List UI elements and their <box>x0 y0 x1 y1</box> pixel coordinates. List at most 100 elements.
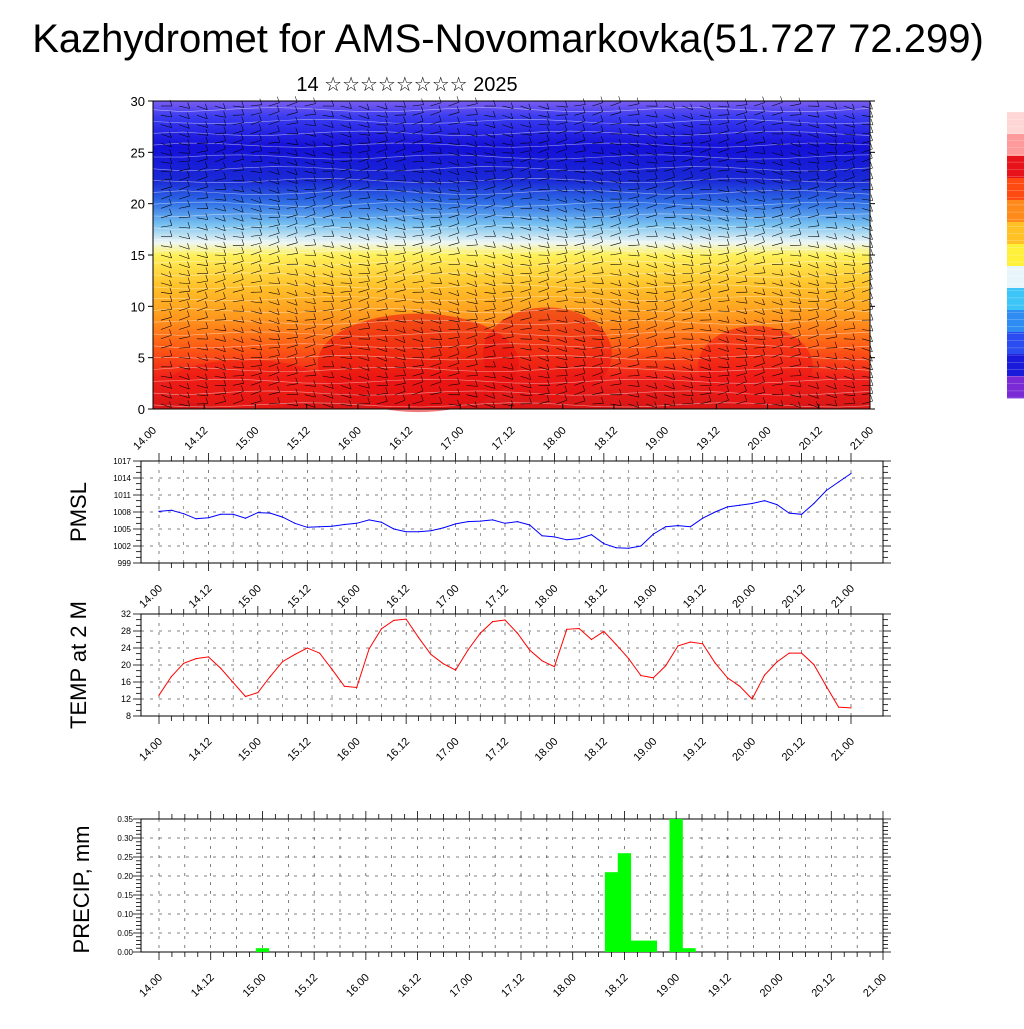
series-point <box>653 534 654 535</box>
colorbar-segment <box>1007 156 1024 179</box>
panel-y-axis-label: PRECIP, mm <box>69 826 94 954</box>
wind-barb-flag <box>871 195 873 201</box>
wind-barb-flag <box>871 372 873 378</box>
colorbar-segment <box>1007 134 1024 157</box>
wind-barb-flag <box>871 387 873 393</box>
series-point <box>196 518 197 519</box>
wind-barb-flag <box>871 234 873 240</box>
wind-barb-flag <box>870 273 872 279</box>
series-point <box>603 631 604 632</box>
precip-bar <box>670 819 683 952</box>
panel-y-tick-label: 16 <box>121 677 131 687</box>
heat-x-tick-label: 19.00 <box>643 425 671 453</box>
series-point <box>319 653 320 654</box>
heat-x-tick-label: 17.12 <box>490 425 518 453</box>
panel-x-tick-label: 14.12 <box>187 583 215 611</box>
series-point <box>245 518 246 519</box>
series-point <box>776 504 777 505</box>
series-point <box>628 658 629 659</box>
series-point <box>591 534 592 535</box>
series-point <box>430 654 431 655</box>
figure-subtitle: 14 ☆☆☆☆☆☆☆☆ 2025 <box>296 74 517 96</box>
panel-y-axis-label: TEMP at 2 M <box>66 601 91 729</box>
panel-y-tick-label: 1005 <box>113 525 131 534</box>
series-point <box>826 686 827 687</box>
series-point <box>257 692 258 693</box>
panel-x-tick-label: 18.00 <box>533 736 561 764</box>
series-point <box>208 656 209 657</box>
panel-x-tick-label: 15.12 <box>292 972 320 1000</box>
series-point <box>727 506 728 507</box>
heat-y-tick-label: 15 <box>131 248 145 263</box>
series-point <box>183 513 184 514</box>
heat-y-tick-label: 25 <box>131 145 145 160</box>
panel-x-tick-label: 14.12 <box>189 972 217 1000</box>
heat-x-tick-label: 20.12 <box>797 425 825 453</box>
series-point <box>529 524 530 525</box>
series-point <box>665 526 666 527</box>
series-point <box>690 641 691 642</box>
wind-barb-flag <box>871 257 873 263</box>
panel-x-tick-label: 20.00 <box>730 583 758 611</box>
panel-x-tick-label: 17.00 <box>434 583 462 611</box>
series-point <box>356 687 357 688</box>
series-point <box>257 512 258 513</box>
series-point <box>739 686 740 687</box>
panel-x-tick-label: 14.12 <box>187 736 215 764</box>
wind-barb-flag <box>871 135 873 141</box>
wind-barb-flag <box>871 325 873 331</box>
series-point <box>270 513 271 514</box>
series-point <box>282 517 283 518</box>
panel-x-tick-label: 19.12 <box>706 972 734 1000</box>
series-point <box>826 490 827 491</box>
series-point <box>752 503 753 504</box>
panel-x-tick-label: 18.12 <box>582 736 610 764</box>
panel-x-tick-label: 17.00 <box>434 736 462 764</box>
series-point <box>233 514 234 515</box>
series-point <box>850 473 851 474</box>
panel-x-tick-label: 16.00 <box>335 736 363 764</box>
series-point <box>344 524 345 525</box>
series-point <box>331 669 332 670</box>
wind-barb-flag <box>870 215 872 221</box>
precip-bar <box>631 941 644 952</box>
series-point <box>542 535 543 536</box>
panel-x-tick-label: 16.12 <box>384 736 412 764</box>
panel-x-tick-label: 19.00 <box>631 583 659 611</box>
panel-y-tick-label: 0.20 <box>117 872 133 881</box>
wind-barb-flag <box>870 346 872 352</box>
panel-y-tick-label: 24 <box>121 643 131 653</box>
panel-x-tick-label: 15.00 <box>236 736 264 764</box>
panel-y-tick-label: 1017 <box>113 457 131 466</box>
series-point <box>517 633 518 634</box>
panel-x-tick-label: 20.00 <box>730 736 758 764</box>
series-point <box>801 514 802 515</box>
series-point <box>640 675 641 676</box>
wind-barb-flag <box>870 283 872 289</box>
wind-barb-flag <box>871 205 873 211</box>
wind-barb-flag <box>871 314 873 320</box>
series-point <box>381 628 382 629</box>
series-point <box>443 527 444 528</box>
wind-barb-flag <box>871 111 873 117</box>
heat-x-tick-label: 21.00 <box>848 425 876 453</box>
series-point <box>480 521 481 522</box>
panel-x-tick-label: 21.00 <box>829 736 857 764</box>
wind-barb-flag <box>871 395 873 401</box>
panel-y-tick-label: 1002 <box>113 542 131 551</box>
colorbar-segment <box>1007 288 1024 311</box>
wind-barb-flag <box>871 103 873 109</box>
panel-y-tick-label: 1011 <box>114 491 132 500</box>
series-point <box>233 682 234 683</box>
series-point <box>727 677 728 678</box>
panel-y-tick-label: 0.35 <box>117 815 133 824</box>
series-point <box>838 707 839 708</box>
wind-barb-flag <box>871 249 873 255</box>
heat-x-tick-label: 17.00 <box>438 425 466 453</box>
series-point <box>492 519 493 520</box>
series-point <box>369 648 370 649</box>
series-point <box>455 523 456 524</box>
series-point <box>677 645 678 646</box>
